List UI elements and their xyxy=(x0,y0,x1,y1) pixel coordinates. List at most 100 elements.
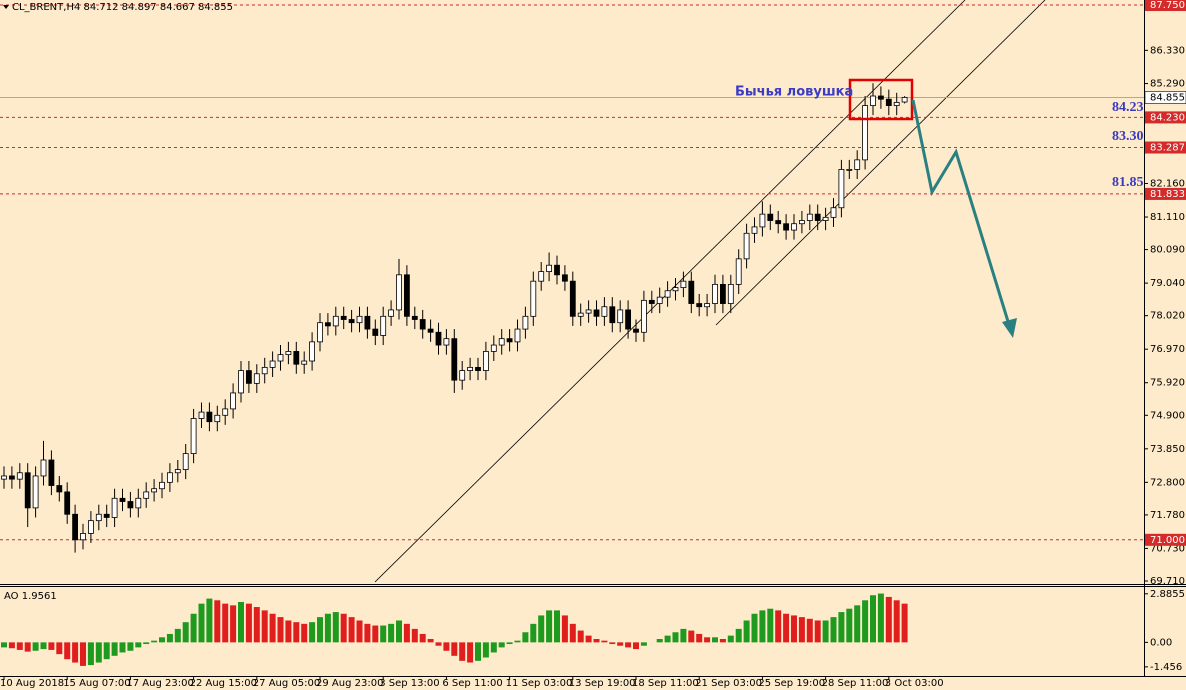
ao-bar xyxy=(806,618,813,643)
ao-bar xyxy=(269,613,276,643)
y-tick-label: 79.040 xyxy=(1150,278,1185,289)
candle-body xyxy=(475,366,481,371)
ao-bar xyxy=(182,622,189,643)
ao-bar xyxy=(95,642,102,663)
candle-body xyxy=(380,315,387,336)
ao-bar xyxy=(688,630,695,643)
current-price-label: 84.855 xyxy=(1150,92,1185,103)
ao-bar xyxy=(783,613,790,643)
candle-body xyxy=(459,370,466,381)
candle-body xyxy=(901,97,908,103)
ao-bar xyxy=(8,642,15,649)
ao-bar xyxy=(585,635,592,643)
candle-body xyxy=(103,513,110,518)
ao-bar xyxy=(680,628,687,643)
candle-body xyxy=(56,485,63,493)
ao-bar xyxy=(609,642,616,645)
ao-bar xyxy=(791,615,797,643)
ao-bar xyxy=(103,642,110,660)
x-tick-label: 25 Sep 19:00 xyxy=(758,678,825,689)
candle-body xyxy=(490,344,497,352)
candle-body xyxy=(893,101,900,106)
candle-body xyxy=(245,370,252,384)
candle-body xyxy=(530,280,537,317)
candle-body xyxy=(751,226,758,234)
candle-body xyxy=(672,287,679,292)
x-tick-label: 27 Aug 05:00 xyxy=(253,678,320,689)
candle-body xyxy=(388,309,395,317)
ao-bar xyxy=(625,642,632,648)
ao-bar xyxy=(672,632,679,643)
y-tick-label: 71.780 xyxy=(1150,510,1185,521)
candle-body xyxy=(317,322,323,343)
candle-body xyxy=(538,271,545,282)
y-tick-label: 78.020 xyxy=(1150,311,1185,322)
candle-body xyxy=(822,216,829,221)
candle-body xyxy=(743,232,750,260)
candle-body xyxy=(885,98,892,106)
x-tick-label: 3 Oct 03:00 xyxy=(885,678,944,689)
candle-body xyxy=(253,373,260,384)
level-tag-label: 81.833 xyxy=(1150,189,1185,200)
level-tag-label: 83.287 xyxy=(1150,143,1185,154)
candle-body xyxy=(435,331,442,346)
level-tag-label: 87.750 xyxy=(1150,0,1185,11)
candle-body xyxy=(522,315,529,330)
ao-bar xyxy=(901,603,908,643)
ao-bar xyxy=(80,642,86,666)
x-tick-label: 28 Sep 11:00 xyxy=(822,678,889,689)
candle-body xyxy=(1,475,7,480)
level-note: 84.23 xyxy=(1112,100,1144,115)
ao-bar xyxy=(870,595,876,643)
ao-bar xyxy=(530,623,537,643)
ao-bar xyxy=(364,623,371,643)
candle-body xyxy=(482,351,489,371)
level-note: 81.85 xyxy=(1112,175,1144,190)
ao-bar xyxy=(885,596,892,643)
candle-body xyxy=(791,223,797,231)
ao-bar xyxy=(111,642,118,656)
candle-body xyxy=(372,328,379,336)
ao-bar xyxy=(554,610,560,643)
candle-body xyxy=(403,274,410,317)
ao-bar xyxy=(127,642,134,651)
candle-body xyxy=(364,315,371,330)
candle-body xyxy=(838,169,845,209)
level-tag xyxy=(1145,187,1186,200)
candle-body xyxy=(799,220,805,225)
ao-bar xyxy=(151,640,158,643)
candle-body xyxy=(720,283,726,304)
ao-bar xyxy=(633,642,639,650)
ao-bar xyxy=(356,620,363,643)
candle-body xyxy=(593,309,600,317)
candle-body xyxy=(111,497,118,518)
ao-bar xyxy=(751,613,758,643)
candle-body xyxy=(696,303,703,308)
ao-bar xyxy=(396,620,402,643)
ao-bar xyxy=(32,642,39,651)
ao-bar xyxy=(72,642,79,663)
ao-bar xyxy=(245,603,252,643)
ao-bar xyxy=(64,642,71,660)
candle-body xyxy=(467,366,474,371)
y-tick-label: 80.090 xyxy=(1150,245,1185,256)
candle-body xyxy=(641,299,647,333)
forecast-arrow xyxy=(911,99,1012,329)
y-tick-label: 0.00 xyxy=(1150,637,1172,648)
level-note: 83.30 xyxy=(1112,129,1144,144)
candle-body xyxy=(577,312,584,317)
candle-body xyxy=(419,319,426,330)
y-tick-label: 73.850 xyxy=(1150,444,1185,455)
ao-bar xyxy=(577,630,584,643)
ao-bar xyxy=(427,638,434,643)
candle-body xyxy=(230,392,237,410)
y-tick-label: 70.730 xyxy=(1150,543,1185,554)
candle-body xyxy=(427,328,434,333)
candle-body xyxy=(870,95,876,106)
ao-bar xyxy=(309,622,316,643)
ao-bar xyxy=(846,608,853,643)
y-tick-label: 69.710 xyxy=(1150,576,1185,587)
candle-body xyxy=(514,328,521,343)
ao-bar xyxy=(538,615,545,643)
